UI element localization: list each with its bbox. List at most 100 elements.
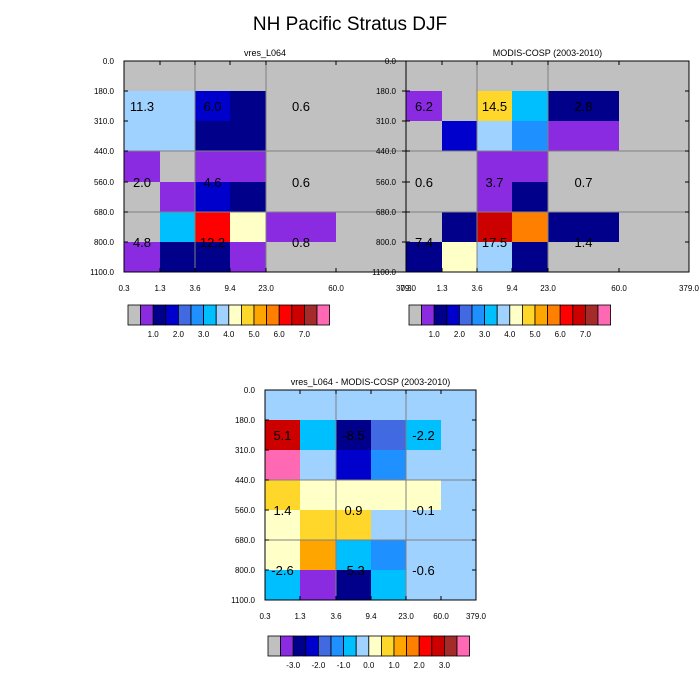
y-tick-label: 680.0 <box>235 536 256 545</box>
colorbar-swatch <box>127 304 142 326</box>
heatmap-cell <box>619 242 689 272</box>
x-tick-label: 23.0 <box>398 612 414 621</box>
heatmap-cell <box>477 61 512 91</box>
colorbar-label: -3.0 <box>286 661 300 670</box>
heatmap-cell <box>441 450 476 480</box>
colorbar-swatch <box>393 635 408 657</box>
colorbar-swatch <box>267 635 282 657</box>
y-tick-label: 310.0 <box>235 446 256 455</box>
heatmap-cell <box>160 61 195 91</box>
heatmap-cell <box>406 450 441 480</box>
heatmap-cell <box>512 242 548 272</box>
colorbar: 1.0 2.0 3.0 4.0 5.0 6.0 7.0 <box>127 304 331 339</box>
heatmap-cell <box>477 242 512 272</box>
heatmap-cell <box>548 182 619 212</box>
y-tick-label: 180.0 <box>94 87 115 96</box>
x-tick-label: 1.3 <box>154 284 166 293</box>
heatmap-cell <box>406 121 442 151</box>
heatmap-cell <box>406 91 442 121</box>
colorbar-swatch <box>316 304 331 326</box>
colorbar-label: 1.0 <box>388 661 400 670</box>
y-tick-label: 310.0 <box>376 117 397 126</box>
y-tick-label: 800.0 <box>94 238 115 247</box>
heatmap-cell <box>300 510 336 540</box>
heatmap-cell <box>336 91 406 121</box>
heatmap-cell <box>266 212 336 242</box>
heatmap-cell <box>124 182 160 212</box>
heatmap-cell <box>265 390 300 420</box>
heatmap-cell <box>442 121 477 151</box>
heatmap-cell <box>195 151 230 182</box>
y-tick-label: 440.0 <box>94 147 115 156</box>
x-tick-label: 23.0 <box>540 284 556 293</box>
y-tick-label: 1100.0 <box>90 268 114 277</box>
colorbar-label: 4.0 <box>504 330 516 339</box>
colorbar-swatch <box>240 304 255 326</box>
heatmap-cell <box>442 242 477 272</box>
heatmap-cell <box>371 420 406 450</box>
x-tick-label: 379.0 <box>466 612 487 621</box>
heatmap-cell <box>124 212 160 242</box>
x-tick-label: 60.0 <box>328 284 344 293</box>
heatmap-cell <box>406 61 442 91</box>
plot-title: vres_L064 - MODIS-COSP (2003-2010) <box>291 377 450 387</box>
y-tick-label: 0.0 <box>103 57 115 66</box>
cell-value-label: 4.8 <box>133 235 151 250</box>
y-tick-label: 440.0 <box>376 147 397 156</box>
heatmap-cell <box>441 420 476 450</box>
colorbar-label: -1.0 <box>337 661 351 670</box>
y-tick-label: 560.0 <box>235 506 256 515</box>
colorbar-label: 6.0 <box>555 330 567 339</box>
colorbar-swatch <box>266 304 280 326</box>
colorbar-swatch <box>140 304 154 326</box>
colorbar-swatch <box>446 304 460 326</box>
figure-title: NH Pacific Stratus DJF <box>253 14 447 35</box>
heatmap-cell <box>406 420 441 450</box>
heatmap-cell <box>442 212 477 242</box>
cell-value-label: 4.6 <box>203 175 221 190</box>
y-tick-label: 180.0 <box>235 416 256 425</box>
x-tick-label: 379.0 <box>396 284 417 293</box>
heatmap-cell <box>265 510 300 540</box>
colorbar: -3.0 -2.0 -1.0 0.0 1.0 2.0 3.0 <box>267 635 471 670</box>
colorbar-label: 3.0 <box>479 330 491 339</box>
colorbar-label: 5.0 <box>529 330 541 339</box>
colorbar-swatch <box>330 635 345 657</box>
x-tick-label: 1.3 <box>436 284 448 293</box>
heatmap-cell <box>336 540 371 570</box>
heatmap-cell <box>477 151 512 182</box>
colorbar-swatch <box>572 304 586 326</box>
heatmap-cell <box>477 121 512 151</box>
y-tick-label: 0.0 <box>385 57 397 66</box>
heatmap-cell <box>336 151 406 182</box>
colorbar-swatch <box>152 304 167 326</box>
colorbar-swatch <box>597 304 612 326</box>
colorbar-swatch <box>305 635 319 657</box>
y-tick-label: 0.0 <box>244 386 256 395</box>
colorbar-label: 1.0 <box>148 330 160 339</box>
heatmap-cell <box>300 540 336 570</box>
heatmap-cell <box>619 121 689 151</box>
colorbar-swatch <box>471 304 486 326</box>
cell-value-label: 1.4 <box>273 503 291 518</box>
colorbar-swatch <box>433 304 448 326</box>
heatmap-cell <box>371 540 406 570</box>
heatmap-cell <box>195 182 230 212</box>
colorbar-swatch <box>547 304 561 326</box>
heatmap-cell <box>371 450 406 480</box>
heatmap-cell <box>406 540 441 570</box>
colorbar-swatch <box>418 635 433 657</box>
colorbar-swatch <box>291 304 305 326</box>
heatmap-cell <box>336 420 371 450</box>
heatmap-cell <box>230 242 266 272</box>
heatmap-cell <box>406 182 442 212</box>
y-tick-label: 1100.0 <box>231 596 255 605</box>
plot-title: MODIS-COSP (2003-2010) <box>493 48 602 58</box>
heatmap-cell <box>548 242 619 272</box>
heatmap-cell <box>336 121 406 151</box>
x-tick-label: 3.6 <box>330 612 342 621</box>
colorbar-swatch <box>368 635 382 657</box>
x-tick-label: 379.0 <box>679 284 700 293</box>
colorbar: 1.0 2.0 3.0 4.0 5.0 6.0 7.0 <box>408 304 612 339</box>
heatmap-cell <box>336 182 406 212</box>
